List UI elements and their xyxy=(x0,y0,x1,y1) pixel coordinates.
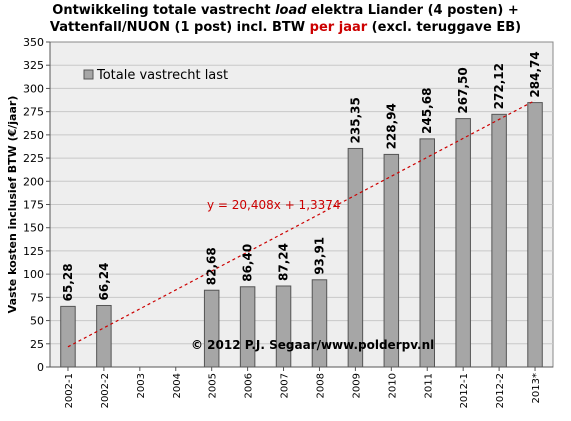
data-label: 235,35 xyxy=(348,97,362,143)
y-axis-title: Vaste kosten inclusief BTW (€/jaar) xyxy=(6,96,19,314)
y-tick-label: 100 xyxy=(23,268,44,281)
trendline-equation: y = 20,408x + 1,3374 xyxy=(207,198,341,212)
x-tick-label: 2012-1 xyxy=(459,373,470,408)
y-tick-label: 25 xyxy=(30,338,44,351)
y-tick-label: 125 xyxy=(23,245,44,258)
trendline xyxy=(67,99,536,348)
data-label: 82,68 xyxy=(205,247,219,285)
legend-swatch xyxy=(83,69,94,80)
y-tick-label: 200 xyxy=(23,175,44,188)
y-tick-label: 275 xyxy=(23,106,44,119)
copyright-annotation: © 2012 P.J. Segaar/www.polderpv.nl xyxy=(191,338,434,352)
y-tick-label: 325 xyxy=(23,59,44,72)
y-tick-label: 0 xyxy=(37,361,44,374)
data-label: 93,91 xyxy=(312,237,326,275)
x-tick-label: 2013* xyxy=(531,373,542,403)
x-tick-label: 2010 xyxy=(387,373,398,398)
data-labels: 65,28 66,24 82,68 86,40 87,24 93,91 235,35 228,… xyxy=(61,51,542,301)
bar xyxy=(239,286,256,368)
bar xyxy=(96,304,112,368)
data-label: 228,94 xyxy=(384,103,398,149)
y-tick-label: 250 xyxy=(23,129,44,142)
y-tick-label: 300 xyxy=(23,82,44,95)
bar xyxy=(419,138,435,368)
x-tick-label: 2011 xyxy=(423,373,434,398)
x-tick-label: 2007 xyxy=(280,373,291,398)
data-label: 65,28 xyxy=(61,263,75,301)
title-text: Ontwikkeling totale vastrecht xyxy=(52,3,276,18)
x-tick-label: 2012-2 xyxy=(495,373,506,408)
bar xyxy=(203,289,220,368)
y-tick-label: 225 xyxy=(23,152,44,165)
x-tick-label: 2002-2 xyxy=(100,373,111,408)
data-label: 87,24 xyxy=(277,243,291,281)
legend: Totale vastrecht last xyxy=(83,68,228,83)
x-axis: 2002-1 2002-2 2003 2004 2005 2006 2007 2008 2009… xyxy=(50,366,553,408)
bar xyxy=(527,102,543,368)
data-label: 86,40 xyxy=(241,244,255,282)
bar xyxy=(347,147,364,368)
data-label: 245,68 xyxy=(420,88,434,134)
data-label: 66,24 xyxy=(97,263,111,301)
y-tick-label: 50 xyxy=(30,315,44,328)
x-tick-label: 2003 xyxy=(136,373,147,398)
x-tick-label: 2006 xyxy=(244,373,255,398)
bar xyxy=(275,285,292,368)
title-text-2: Vattenfall/NUON (1 post) incl. BTW xyxy=(49,20,310,35)
x-tick-label: 2009 xyxy=(351,373,362,398)
chart-title-line-1: Ontwikkeling totale vastrecht load elekt… xyxy=(0,2,571,19)
data-label: 284,74 xyxy=(528,51,542,97)
x-tick-label: 2004 xyxy=(172,373,183,398)
y-tick-label: 150 xyxy=(23,222,44,235)
bar xyxy=(491,113,507,368)
legend-label: Totale vastrecht last xyxy=(96,68,228,83)
bar xyxy=(455,118,471,368)
title-text-2-end: (excl. teruggave EB) xyxy=(367,20,522,35)
chart-title-line-2: Vattenfall/NUON (1 post) incl. BTW per j… xyxy=(0,19,571,36)
y-tick-label: 175 xyxy=(23,199,44,212)
x-tick-label: 2008 xyxy=(315,373,326,398)
bar xyxy=(311,279,328,368)
y-axis: 0 25 50 75 100 125 150 175 200 225 250 275 300 325 350 xyxy=(23,36,51,374)
chart-title: Ontwikkeling totale vastrecht load elekt… xyxy=(0,2,571,36)
title-highlight-text: per jaar xyxy=(309,20,368,35)
title-text-end: elektra Liander (4 posten) + xyxy=(306,3,519,18)
x-tick-label: 2005 xyxy=(208,373,219,398)
title-italic-text: load xyxy=(275,3,307,18)
data-label: 272,12 xyxy=(492,63,506,109)
y-tick-label: 75 xyxy=(30,291,44,304)
trendline-path xyxy=(67,99,536,348)
bar xyxy=(383,153,400,368)
data-label: 267,50 xyxy=(456,67,470,113)
bar xyxy=(60,305,76,368)
y-tick-label: 350 xyxy=(23,36,44,49)
x-tick-label: 2002-1 xyxy=(64,373,75,408)
